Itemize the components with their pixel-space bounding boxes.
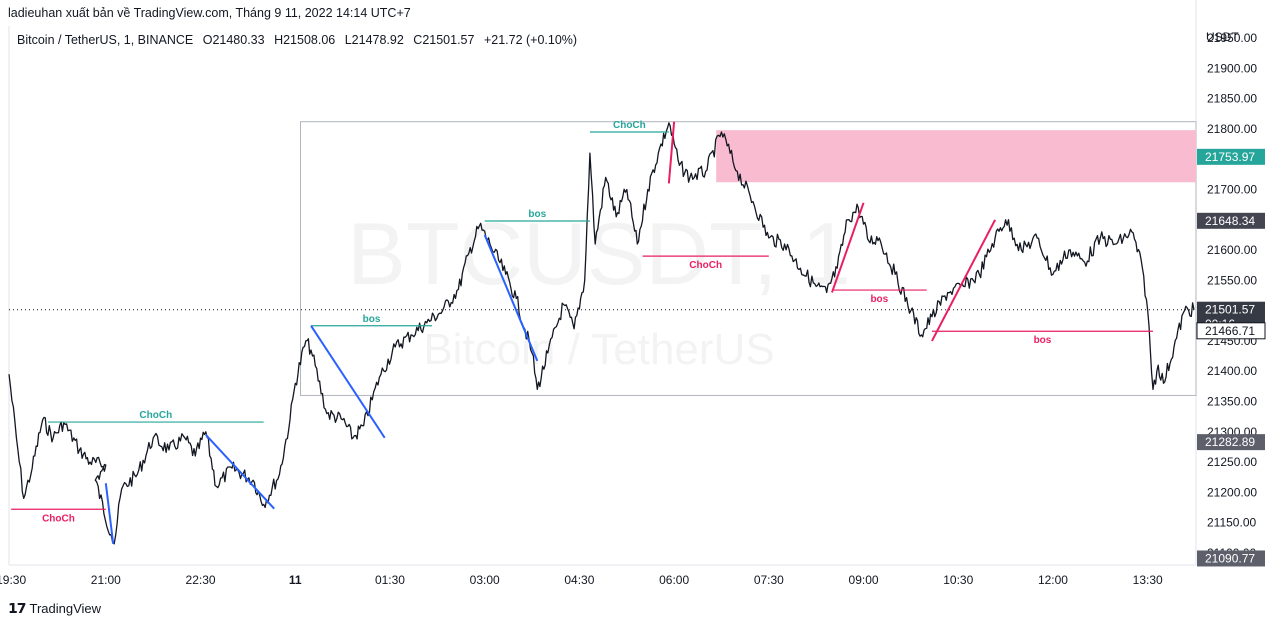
x-tick-label-1: 21:00 [91,573,121,587]
impulse-leg-2 [310,325,386,439]
y-tick-label-5: 21350.00 [1207,394,1257,408]
price-badge-bg-6 [1197,550,1265,567]
x-tick-label-11: 12:00 [1038,573,1068,587]
impulse-leg-5 [831,202,865,293]
tradingview-brand[interactable]: 𝟭𝟳 TradingView [8,600,101,617]
price-badge-bg-5 [1197,434,1265,451]
price-badge-2: 21501.57 [1205,303,1255,317]
price-badge-bg-2 [1197,301,1265,318]
x-tick-label-12: 13:30 [1133,573,1163,587]
y-tick-label-9: 21550.00 [1207,273,1257,287]
ohlc-open: O21480.33 [202,33,265,47]
price-series-line [8,122,1195,545]
structure-label-4: ChoCh [613,120,646,131]
y-tick-label-16: 21900.00 [1207,61,1257,75]
y-tick-label-17: 21950.00 [1207,31,1257,45]
x-tick-label-6: 04:30 [564,573,594,587]
structure-label-6: bos [870,294,888,305]
y-tick-label-14: 21800.00 [1207,122,1257,136]
symbol-legend: Bitcoin / TetherUS, 1, BINANCE O21480.33… [17,33,577,47]
supply-zone [716,130,1196,183]
price-badge-bg-1 [1197,212,1265,229]
price-badge-0: 21753.97 [1205,150,1255,164]
impulse-leg-4 [667,121,676,184]
x-tick-label-7: 06:00 [659,573,689,587]
y-tick-label-12: 21700.00 [1207,183,1257,197]
x-tick-label-4: 01:30 [375,573,405,587]
price-badge-1: 21648.34 [1205,214,1255,228]
price-badge-4: 21466.71 [1205,324,1255,338]
range-box [300,121,1197,396]
x-tick-label-3: 11 [289,573,302,587]
ohlc-change: +21.72 (+0.10%) [483,33,578,47]
ohlc-low: L21478.92 [344,33,404,47]
symbol-title[interactable]: Bitcoin / TetherUS, 1, BINANCE [17,33,194,47]
price-badge-bg-4 [1196,322,1266,340]
structure-label-7: bos [1034,335,1052,346]
impulse-leg-3 [483,234,539,362]
y-tick-label-1: 21150.00 [1207,516,1256,530]
y-tick-label-15: 21850.00 [1207,92,1257,106]
tradingview-logo-icon: 𝟭𝟳 [8,600,27,616]
publish-caption: ladieuhan xuất bản về TradingView.com, T… [8,6,411,20]
price-badge-bg-0 [1197,148,1265,165]
structure-label-1: ChoCh [42,513,75,524]
x-tick-label-10: 10:30 [943,573,973,587]
y-tick-label-3: 21250.00 [1207,455,1257,469]
watermark-name: Bitcoin / TetherUS [423,325,774,374]
y-tick-label-6: 21400.00 [1207,364,1257,378]
price-badge-6: 21090.77 [1205,551,1255,565]
y-tick-label-10: 21600.00 [1207,243,1257,257]
impulse-leg-1 [205,434,275,510]
structure-label-0: ChoCh [139,410,172,421]
structure-label-5: ChoCh [689,260,722,271]
x-tick-label-5: 03:00 [470,573,500,587]
x-tick-label-9: 09:00 [849,573,879,587]
x-tick-label-8: 07:30 [754,573,784,587]
x-tick-label-0: 19:30 [0,573,26,587]
price-badge-5: 21282.89 [1205,435,1255,449]
impulse-leg-6 [931,219,996,342]
structure-label-3: bos [528,209,546,220]
impulse-leg-0 [104,483,115,544]
ohlc-close: C21501.57 [413,33,475,47]
chart-area[interactable]: BTCUSDT, 1 Bitcoin / TetherUS ChoCh ChoCh bo… [0,0,1266,587]
structure-label-2: bos [363,314,381,325]
brand-name: TradingView [29,601,102,616]
axis-currency-label[interactable]: USDT [1206,30,1239,44]
ohlc-high: H21508.06 [274,33,336,47]
y-tick-label-2: 21200.00 [1207,485,1257,499]
x-tick-label-2: 22:30 [186,573,216,587]
